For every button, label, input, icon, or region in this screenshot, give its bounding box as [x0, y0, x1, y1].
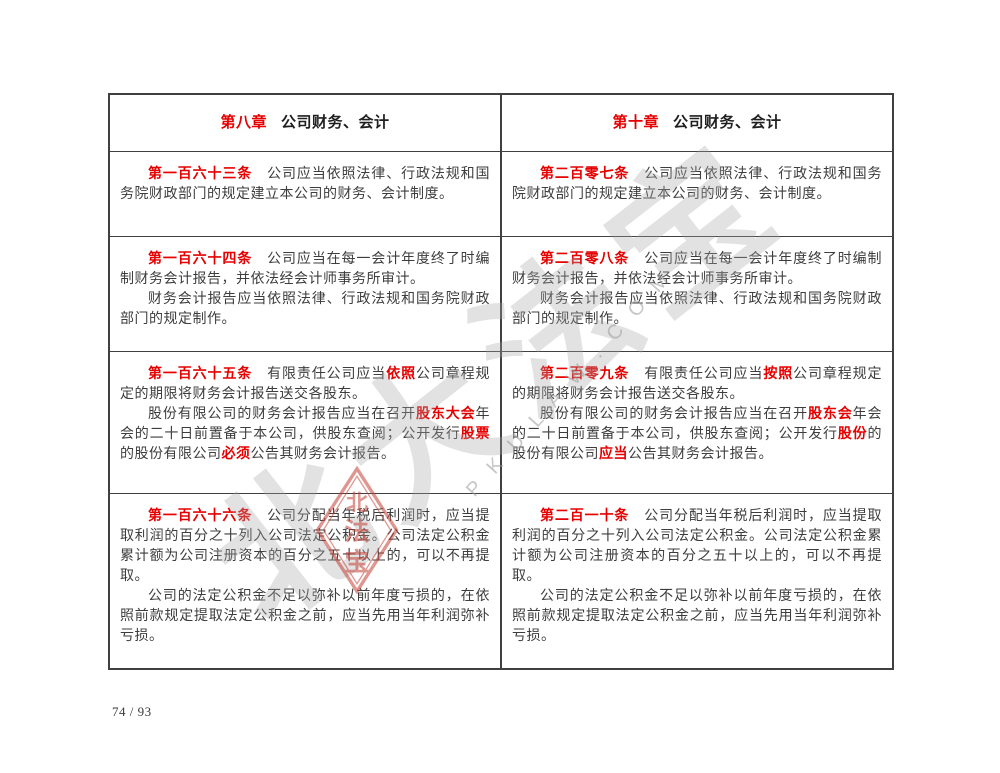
- article-cell-right: 第二百零七条 公司应当依照法律、行政法规和国务院财政部门的规定建立本公司的财务、…: [500, 150, 894, 237]
- text-segment: 公告其财务会计报告。: [628, 446, 773, 462]
- table-header-row: 第八章 公司财务、会计 第十章 公司财务、会计: [108, 93, 894, 152]
- highlighted-term: 必须: [221, 446, 251, 462]
- article-number: 第一百六十五条: [148, 366, 253, 382]
- highlighted-term: 股份: [837, 426, 868, 442]
- article-cell-left: 第一百六十四条 公司应当在每一会计年度终了时编制财务会计报告，并依法经会计师事务…: [108, 235, 502, 352]
- text-segment: 的股份有限公司: [512, 426, 882, 462]
- article-number: 第一百六十三条: [148, 166, 253, 182]
- table-row: 第一百六十六条 公司分配当年税后利润时，应当提取利润的百分之十列入公司法定公积金…: [108, 492, 894, 670]
- page-number: 74 / 93: [112, 704, 152, 719]
- text-segment: 有限责任公司应当: [252, 366, 387, 382]
- paragraph: 第二百零七条 公司应当依照法律、行政法规和国务院财政部门的规定建立本公司的财务、…: [512, 165, 882, 205]
- article-number: 第二百零七条: [540, 166, 630, 182]
- text-segment: 公司的法定公积金不足以弥补以前年度亏损的，在依照前款规定提取法定公积金之前，应当…: [512, 588, 882, 644]
- paragraph: 第二百零九条 有限责任公司应当按照公司章程规定的期限将财务会计报告送交各股东。: [512, 365, 882, 405]
- text-segment: 的股份有限公司: [120, 446, 222, 462]
- article-number: 第二百零八条: [540, 251, 630, 267]
- text-segment: 公司分配当年税后利润时，应当提取利润的百分之十列入公司法定公积金。公司法定公积金…: [512, 508, 883, 584]
- right-chapter-number: 第十章: [612, 114, 659, 131]
- text-segment: 公司应当依照法律、行政法规和国务院财政部门的规定建立本公司的财务、会计制度。: [512, 166, 883, 202]
- paragraph: 股份有限公司的财务会计报告应当在召开股东会年会的二十日前置备于本公司，供股东查阅…: [512, 405, 882, 465]
- table-row: 第一百六十三条 公司应当依照法律、行政法规和国务院财政部门的规定建立本公司的财务…: [108, 150, 894, 237]
- article-number: 第二百一十条: [540, 508, 630, 524]
- table-row: 第一百六十四条 公司应当在每一会计年度终了时编制财务会计报告，并依法经会计师事务…: [108, 235, 894, 352]
- highlighted-term: 股票: [460, 426, 490, 442]
- text-segment: 公告其财务会计报告。: [250, 446, 396, 462]
- comparison-table: 第八章 公司财务、会计 第十章 公司财务、会计 第一百六十三条 公司应当依照法律、行…: [108, 93, 894, 670]
- article-cell-left: 第一百六十三条 公司应当依照法律、行政法规和国务院财政部门的规定建立本公司的财务…: [108, 150, 502, 237]
- paragraph: 公司的法定公积金不足以弥补以前年度亏损的，在依照前款规定提取法定公积金之前，应当…: [120, 587, 490, 647]
- paragraph: 财务会计报告应当依照法律、行政法规和国务院财政部门的规定制作。: [512, 290, 882, 330]
- highlighted-term: 股东大会: [415, 406, 476, 422]
- text-segment: 股份有限公司的财务会计报告应当在召开: [148, 406, 416, 422]
- highlighted-term: 应当: [599, 446, 628, 462]
- text-segment: 财务会计报告应当依照法律、行政法规和国务院财政部门的规定制作。: [512, 291, 882, 327]
- right-chapter-title: 公司财务、会计: [673, 114, 782, 131]
- article-cell-right: 第二百一十条 公司分配当年税后利润时，应当提取利润的百分之十列入公司法定公积金。…: [500, 492, 894, 670]
- left-chapter-number: 第八章: [220, 114, 267, 131]
- text-segment: 公司应当依照法律、行政法规和国务院财政部门的规定建立本公司的财务、会计制度。: [120, 166, 491, 202]
- article-number: 第二百零九条: [540, 366, 630, 382]
- paragraph: 公司的法定公积金不足以弥补以前年度亏损的，在依照前款规定提取法定公积金之前，应当…: [512, 587, 882, 647]
- highlighted-term: 依照: [386, 366, 416, 382]
- article-cell-left: 第一百六十六条 公司分配当年税后利润时，应当提取利润的百分之十列入公司法定公积金…: [108, 492, 502, 670]
- paragraph: 第二百零八条 公司应当在每一会计年度终了时编制财务会计报告，并依法经会计师事务所…: [512, 250, 882, 290]
- right-chapter-header: 第十章 公司财务、会计: [500, 93, 894, 152]
- text-segment: 公司章程规定的期限将财务会计报告送交各股东。: [120, 366, 491, 402]
- paragraph: 第二百一十条 公司分配当年税后利润时，应当提取利润的百分之十列入公司法定公积金。…: [512, 507, 882, 587]
- highlighted-term: 股东会: [807, 406, 853, 422]
- text-segment: 年会的二十日前置备于本公司，供股东查阅；公开发行: [512, 406, 883, 442]
- article-number: 第一百六十四条: [148, 251, 253, 267]
- text-segment: 公司应当在每一会计年度终了时编制财务会计报告，并依法经会计师事务所审计。: [512, 251, 883, 287]
- article-number: 第一百六十六条: [148, 508, 253, 524]
- text-segment: 公司章程规定的期限将财务会计报告送交各股东。: [512, 366, 883, 402]
- left-chapter-title: 公司财务、会计: [281, 114, 390, 131]
- text-segment: 有限责任公司应当: [629, 366, 764, 382]
- paragraph: 第一百六十四条 公司应当在每一会计年度终了时编制财务会计报告，并依法经会计师事务…: [120, 250, 490, 290]
- paragraph: 第一百六十三条 公司应当依照法律、行政法规和国务院财政部门的规定建立本公司的财务…: [120, 165, 490, 205]
- text-segment: 公司的法定公积金不足以弥补以前年度亏损的，在依照前款规定提取法定公积金之前，应当…: [120, 588, 490, 644]
- left-chapter-header: 第八章 公司财务、会计: [108, 93, 502, 152]
- article-cell-right: 第二百零九条 有限责任公司应当按照公司章程规定的期限将财务会计报告送交各股东。股…: [500, 350, 894, 494]
- paragraph: 财务会计报告应当依照法律、行政法规和国务院财政部门的规定制作。: [120, 290, 490, 330]
- paragraph: 股份有限公司的财务会计报告应当在召开股东大会年会的二十日前置备于本公司，供股东查…: [120, 405, 490, 465]
- article-cell-left: 第一百六十五条 有限责任公司应当依照公司章程规定的期限将财务会计报告送交各股东。…: [108, 350, 502, 494]
- comparison-table-body: 第一百六十三条 公司应当依照法律、行政法规和国务院财政部门的规定建立本公司的财务…: [108, 150, 894, 670]
- article-cell-right: 第二百零八条 公司应当在每一会计年度终了时编制财务会计报告，并依法经会计师事务所…: [500, 235, 894, 352]
- text-segment: 公司应当在每一会计年度终了时编制财务会计报告，并依法经会计师事务所审计。: [120, 251, 491, 287]
- text-segment: 年会的二十日前置备于本公司，供股东查阅；公开发行: [120, 406, 491, 442]
- highlighted-term: 按照: [763, 366, 794, 382]
- table-row: 第一百六十五条 有限责任公司应当依照公司章程规定的期限将财务会计报告送交各股东。…: [108, 350, 894, 494]
- text-segment: 财务会计报告应当依照法律、行政法规和国务院财政部门的规定制作。: [120, 291, 490, 327]
- paragraph: 第一百六十五条 有限责任公司应当依照公司章程规定的期限将财务会计报告送交各股东。: [120, 365, 490, 405]
- text-segment: 股份有限公司的财务会计报告应当在召开: [540, 406, 808, 422]
- paragraph: 第一百六十六条 公司分配当年税后利润时，应当提取利润的百分之十列入公司法定公积金…: [120, 507, 490, 587]
